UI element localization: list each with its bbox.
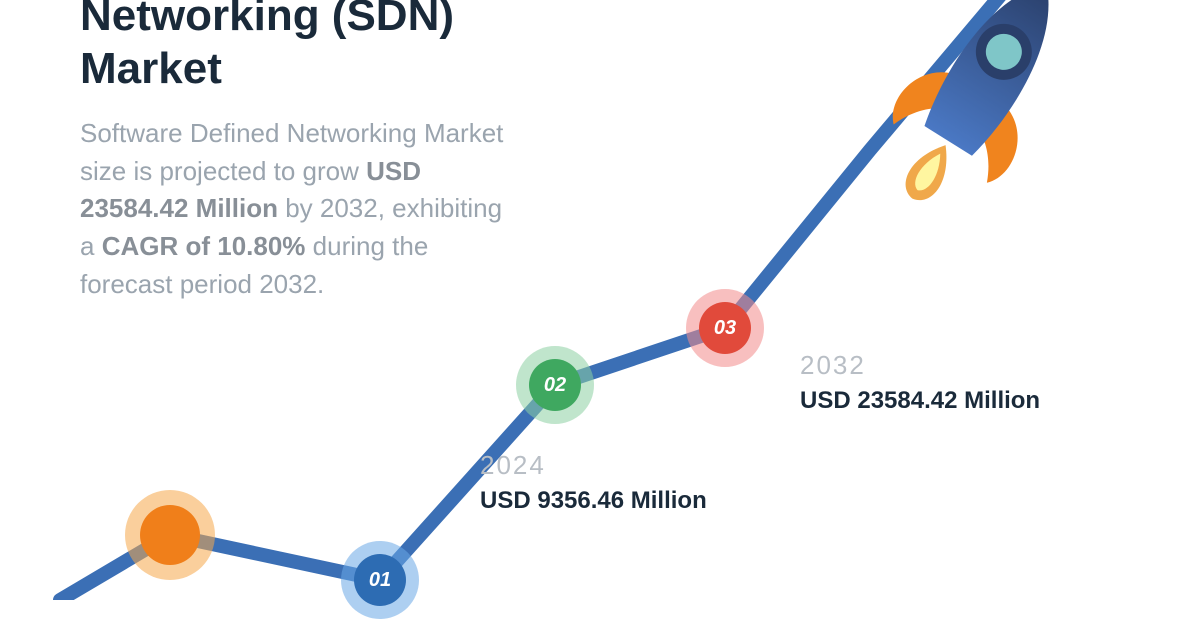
desc-pre: Software Defined Networking Market size … [80,118,503,186]
node-start [125,490,215,580]
label-2032-value: USD 23584.42 Million [800,387,1040,415]
label-2024-year: 2024 [480,450,707,481]
label-2024: 2024 USD 9356.46 Million [480,450,707,515]
node-02: 02 [516,346,594,424]
node-03: 03 [686,289,764,367]
rocket-icon [818,0,1142,259]
label-2024-value: USD 9356.46 Million [480,487,707,515]
node-01: 01 [341,541,419,619]
desc-bold-2: CAGR of 10.80% [102,231,306,261]
node-01-number: 01 [369,569,391,592]
infographic-root: Networking (SDN) Market Software Defined… [0,0,1200,600]
label-2032: 2032 USD 23584.42 Million [800,350,1040,415]
title-line-1: Networking (SDN) [80,0,454,40]
title-line-2: Market [80,44,222,93]
node-start-inner [140,505,200,565]
node-02-number: 02 [544,374,566,397]
label-2032-year: 2032 [800,350,1040,381]
page-title: Networking (SDN) Market [80,0,454,96]
description: Software Defined Networking Market size … [80,115,510,303]
node-03-number: 03 [714,317,736,340]
